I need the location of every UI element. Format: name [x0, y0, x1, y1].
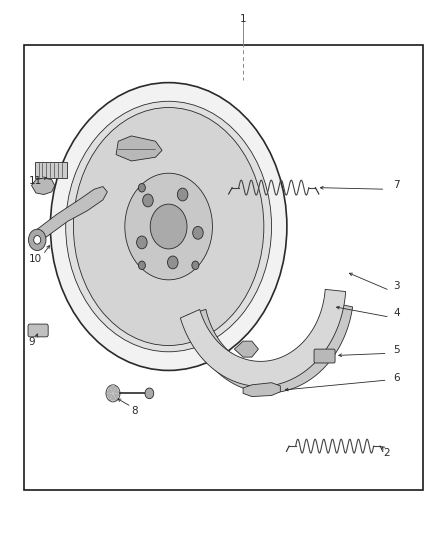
Polygon shape — [32, 187, 107, 248]
Circle shape — [150, 204, 187, 249]
Circle shape — [34, 236, 41, 244]
Text: 7: 7 — [393, 181, 400, 190]
Text: 6: 6 — [393, 374, 400, 383]
Polygon shape — [116, 136, 162, 161]
FancyBboxPatch shape — [28, 324, 48, 337]
FancyBboxPatch shape — [314, 349, 335, 363]
Circle shape — [50, 83, 287, 370]
Polygon shape — [113, 393, 120, 401]
Circle shape — [125, 173, 212, 280]
Text: 9: 9 — [28, 337, 35, 347]
Circle shape — [137, 236, 147, 249]
Text: 11: 11 — [28, 176, 42, 186]
Polygon shape — [106, 386, 113, 393]
Circle shape — [192, 261, 199, 270]
Text: 1: 1 — [240, 14, 247, 23]
Polygon shape — [234, 341, 258, 357]
Bar — [24, 45, 423, 490]
Circle shape — [177, 188, 188, 201]
Circle shape — [193, 227, 203, 239]
Ellipse shape — [74, 108, 264, 345]
Polygon shape — [186, 303, 353, 393]
Polygon shape — [106, 393, 113, 401]
Circle shape — [28, 229, 46, 251]
Polygon shape — [110, 393, 117, 401]
Circle shape — [66, 101, 272, 352]
Polygon shape — [180, 289, 346, 386]
Circle shape — [167, 256, 178, 269]
Text: 2: 2 — [383, 448, 390, 458]
Polygon shape — [243, 383, 280, 397]
Text: 5: 5 — [393, 345, 400, 355]
Circle shape — [143, 194, 153, 207]
Circle shape — [145, 388, 154, 399]
Text: 10: 10 — [28, 254, 42, 264]
Polygon shape — [110, 386, 117, 393]
Circle shape — [138, 261, 145, 270]
Polygon shape — [113, 386, 120, 393]
Polygon shape — [32, 178, 55, 195]
Text: 3: 3 — [393, 281, 400, 291]
Circle shape — [138, 183, 145, 192]
Text: 8: 8 — [131, 407, 138, 416]
Text: 4: 4 — [393, 309, 400, 318]
FancyBboxPatch shape — [35, 162, 67, 178]
